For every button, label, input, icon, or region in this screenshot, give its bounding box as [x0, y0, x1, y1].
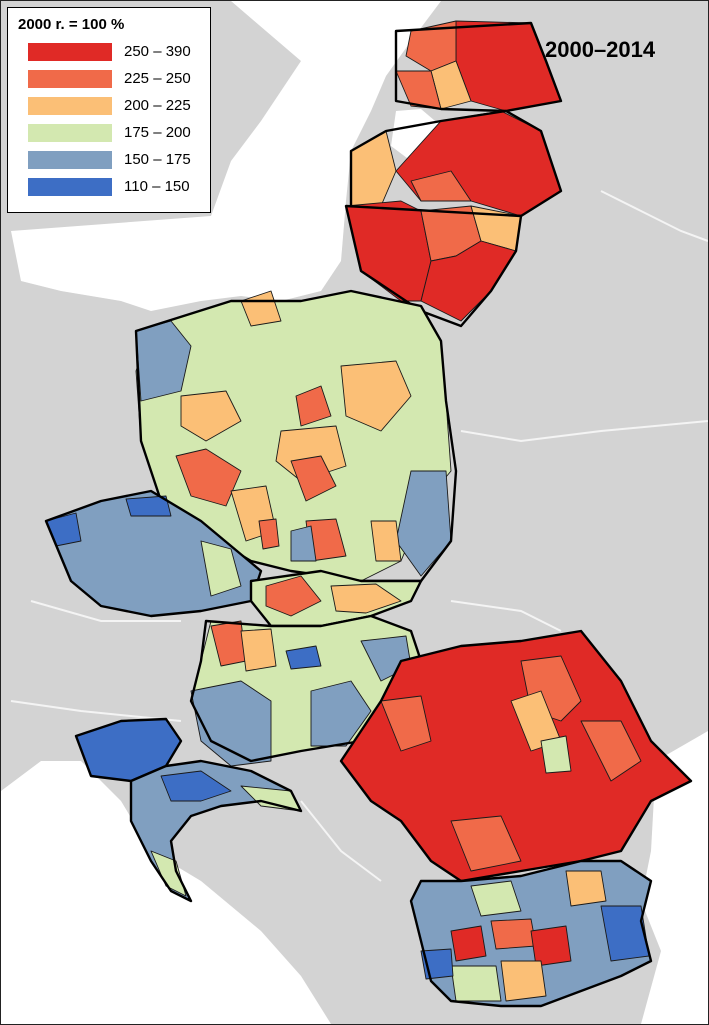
legend-swatch-4 — [28, 123, 112, 142]
legend-swatch-5 — [28, 150, 112, 169]
hungary — [189, 614, 423, 767]
period-label: 2000–2014 — [545, 37, 656, 62]
slovenia — [74, 717, 183, 783]
legend-label-5: 150 – 175 — [124, 151, 191, 168]
czechia — [44, 489, 263, 618]
legend-swatch-1 — [28, 42, 112, 61]
black-sea — [641, 731, 708, 1024]
baltic-sea — [11, 1, 441, 311]
legend-row-6: 110 – 150 — [18, 174, 200, 199]
romania — [339, 629, 693, 883]
slovakia — [249, 569, 423, 628]
legend-row-3: 200 – 225 — [18, 93, 200, 118]
legend-row-5: 150 – 175 — [18, 147, 200, 172]
adriatic-sea — [1, 761, 331, 1024]
legend-label-6: 110 – 150 — [124, 178, 190, 195]
legend-label-4: 175 – 200 — [124, 124, 191, 141]
lithuania — [344, 200, 523, 328]
legend-label-3: 200 – 225 — [124, 97, 191, 114]
croatia — [129, 759, 303, 903]
estonia — [394, 20, 563, 113]
latvia — [349, 109, 563, 218]
legend-title: 2000 r. = 100 % — [18, 16, 125, 33]
legend-label-1: 250 – 390 — [124, 43, 191, 60]
legend-row-1: 250 – 390 — [18, 39, 200, 64]
legend-row-4: 175 – 200 — [18, 120, 200, 145]
legend-swatch-2 — [28, 69, 112, 88]
map-legend: 2000 r. = 100 % 250 – 390 225 – 250 200 … — [7, 7, 211, 213]
poland — [134, 289, 458, 583]
legend-label-2: 225 – 250 — [124, 70, 191, 87]
bulgaria — [409, 859, 653, 1008]
legend-swatch-6 — [28, 177, 112, 196]
legend-row-2: 225 – 250 — [18, 66, 200, 91]
neighbor-borders — [10, 190, 708, 882]
legend-swatch-3 — [28, 96, 112, 115]
